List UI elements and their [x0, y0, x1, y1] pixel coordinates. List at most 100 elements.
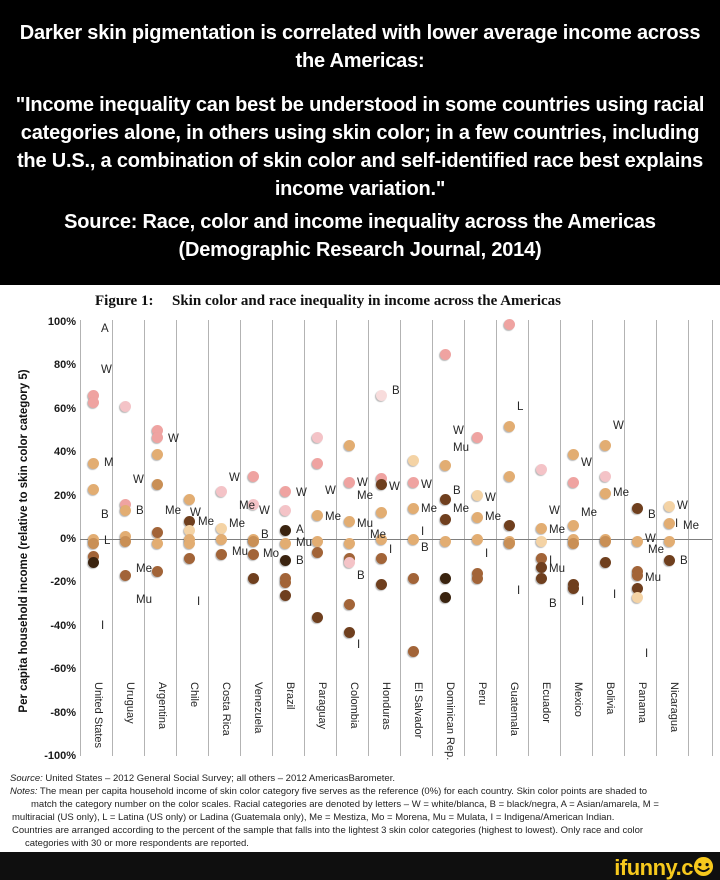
data-dot [439, 459, 451, 471]
race-letter: Me [239, 500, 255, 513]
race-letter: I [389, 543, 393, 556]
race-letter: A [101, 322, 109, 335]
gridline [560, 320, 561, 756]
x-axis-country-label: Ecuador [540, 682, 552, 723]
gridline [688, 320, 689, 756]
data-dot [631, 535, 643, 547]
source-label: Source: [10, 773, 43, 784]
data-dot [407, 455, 419, 467]
race-letter: Mo [263, 548, 279, 561]
figure-number-label: Figure 1: [95, 293, 154, 309]
data-dot [87, 457, 99, 469]
data-dot [279, 524, 291, 536]
data-dot [215, 548, 227, 560]
race-letter: Me [136, 563, 152, 576]
data-dot [279, 555, 291, 567]
figure-title: Skin color and race inequality in income… [172, 293, 562, 309]
gridline [336, 320, 337, 756]
data-dot [279, 505, 291, 517]
race-letter: L [104, 535, 111, 548]
figure-title-row: Figure 1: Skin color and race inequality… [0, 293, 720, 313]
data-dot [439, 592, 451, 604]
race-letter: Me [165, 504, 181, 517]
data-dot [343, 516, 355, 528]
race-letter: Me [485, 511, 501, 524]
race-letter: Mu [296, 537, 312, 550]
race-letter: I [421, 526, 425, 539]
notes-label: Notes: [10, 786, 38, 797]
data-dot [567, 537, 579, 549]
gridline [368, 320, 369, 756]
race-letter: Me [198, 515, 214, 528]
data-dot [215, 522, 227, 534]
gridline [208, 320, 209, 756]
data-dot [247, 498, 259, 510]
note-line: Notes: The mean per capita household inc… [10, 786, 648, 797]
figure-panel: Figure 1: Skin color and race inequality… [0, 285, 720, 852]
note-line: multiracial (US only), L = Latina (US on… [12, 812, 615, 823]
y-tick-label: -80% [50, 706, 76, 719]
race-letter: B [261, 528, 269, 541]
data-dot [87, 390, 99, 402]
race-letter: Me [683, 519, 699, 532]
data-dot [471, 431, 483, 443]
race-letter: W [296, 487, 307, 500]
data-dot [151, 526, 163, 538]
data-dot [119, 505, 131, 517]
race-letter: W [259, 504, 270, 517]
x-axis-country-label: Guatemala [508, 682, 520, 736]
data-dot [279, 537, 291, 549]
race-letter: I [101, 619, 105, 632]
x-axis-country-label: Costa Rica [220, 682, 232, 736]
gridline [272, 320, 273, 756]
y-tick-label: 40% [53, 446, 76, 459]
race-letter: Mu [645, 572, 661, 585]
race-letter: W [133, 474, 144, 487]
race-letter: Mu [549, 563, 565, 576]
data-dot [503, 318, 515, 330]
data-dot [215, 533, 227, 545]
data-dot [375, 553, 387, 565]
gridline [528, 320, 529, 756]
data-dot [343, 557, 355, 569]
gridline [624, 320, 625, 756]
data-dot [471, 533, 483, 545]
race-letter: A [296, 524, 304, 537]
data-dot [471, 572, 483, 584]
data-dot [375, 579, 387, 591]
race-letter: B [136, 504, 144, 517]
data-dot [375, 507, 387, 519]
data-dot [151, 425, 163, 436]
data-dot [631, 570, 643, 582]
note-line: categories with 30 or more respondents a… [25, 838, 249, 849]
data-dot [407, 646, 419, 658]
data-dot [311, 457, 323, 469]
plot-right-border [712, 320, 713, 756]
y-tick-label: -40% [50, 619, 76, 632]
race-letter: Mu [357, 517, 373, 530]
gridline [176, 320, 177, 756]
data-dot [151, 566, 163, 578]
race-letter: B [453, 485, 461, 498]
data-dot [503, 537, 515, 549]
race-letter: Me [453, 502, 469, 515]
race-letter: W [357, 476, 368, 489]
x-axis-country-label: Bolivia [604, 682, 616, 715]
data-dot [631, 503, 643, 515]
data-dot [215, 485, 227, 497]
x-axis-country-label: United States [92, 682, 104, 749]
race-letter: I [517, 585, 521, 598]
ifunny-logo[interactable]: ifunny.c [614, 853, 714, 880]
data-dot [311, 546, 323, 558]
data-dot [183, 537, 195, 549]
gridline [400, 320, 401, 756]
data-dot [87, 557, 99, 569]
data-dot [311, 431, 323, 443]
race-letter: Me [370, 528, 386, 541]
x-axis-country-label: Panama [636, 682, 648, 723]
x-axis-country-label: Dominican Rep. [444, 682, 456, 761]
data-dot [567, 583, 579, 595]
race-letter: Mu [232, 546, 248, 559]
race-letter: W [325, 485, 336, 498]
data-dot [535, 572, 547, 584]
